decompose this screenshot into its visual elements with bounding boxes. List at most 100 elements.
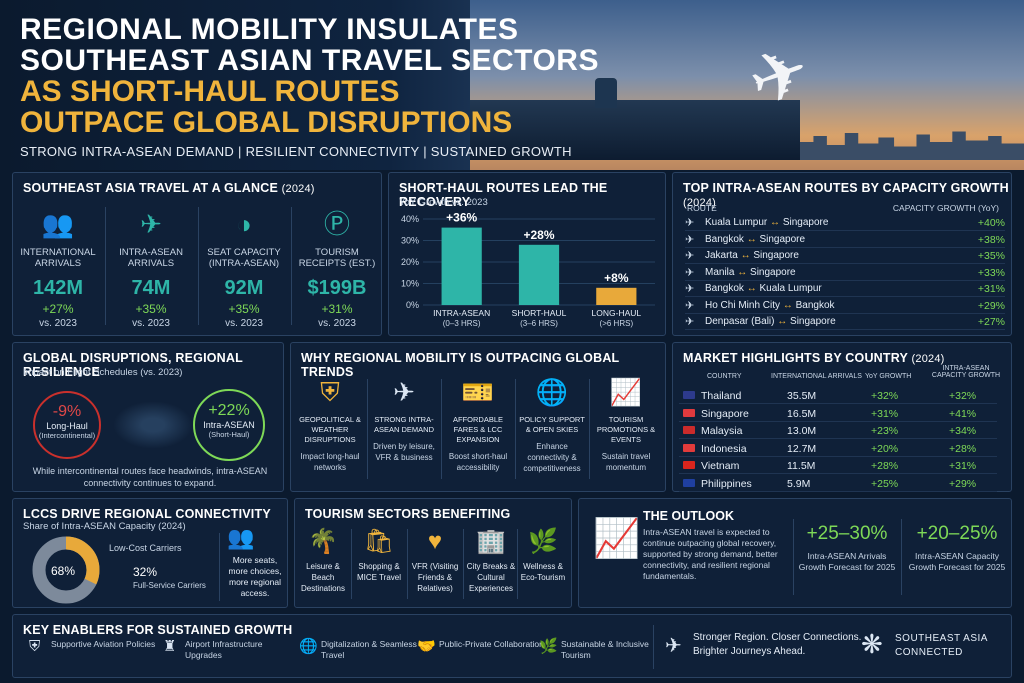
- glance-panel: SOUTHEAST ASIA TRAVEL AT A GLANCE (2024)…: [12, 172, 382, 336]
- market-row: Malaysia 13.0M +23% +34%: [679, 422, 997, 439]
- lcc-subtitle: Share of Intra-ASEAN Capacity (2024): [23, 521, 186, 532]
- enabler-label: Public-Private Collaboration: [439, 639, 544, 649]
- plane-icon: ✈: [685, 217, 695, 229]
- two-way-arrow-icon: ↔: [770, 217, 781, 228]
- stat-label: INTERNATIONAL ARRIVALS: [20, 247, 96, 269]
- handshake-icon: 🤝: [417, 638, 436, 655]
- flag-icon: [683, 443, 695, 452]
- country-arrivals: 35.5M: [787, 390, 817, 402]
- route-name: Denpasar (Bali) ↔ Singapore: [705, 316, 836, 327]
- x-tick-label: INTRA-ASEAN: [433, 308, 490, 318]
- market-col-arrivals: INTERNATIONAL ARRIVALS: [771, 373, 862, 380]
- brand-logo-icon: ❋: [861, 629, 883, 659]
- forecast-value: +25–30%: [806, 523, 888, 544]
- globe-icon: 🌐: [535, 377, 569, 407]
- why-item-title: STRONG INTRA-ASEAN DEMAND: [373, 415, 434, 434]
- disruptions-panel: GLOBAL DISRUPTIONS, REGIONAL RESILIENCE …: [12, 342, 284, 492]
- divider: [407, 529, 408, 599]
- bar-chart: 0% 10% 20% 30% 40% +36% INTRA-ASEAN(0–3 HRS) +2…: [401, 211, 655, 328]
- y-tick-label: 0%: [406, 300, 419, 310]
- stat-vs: vs. 2023: [39, 318, 77, 329]
- country-capacity-growth: +32%: [949, 390, 977, 402]
- x-tick-sublabel: (3–6 HRS): [520, 319, 558, 328]
- y-tick-label: 10%: [401, 279, 419, 289]
- control-tower-image: [595, 78, 617, 108]
- divider: [441, 379, 442, 479]
- enablers-tagline: Stronger Region. Closer Connections. Bri…: [693, 632, 862, 657]
- country-name: Indonesia: [683, 443, 747, 455]
- stat-growth: +31%: [321, 302, 353, 316]
- headline-white: REGIONAL MOBILITY INSULATES SOUTHEAST AS…: [20, 14, 599, 76]
- country-name: Philippines: [683, 478, 752, 490]
- lcc-share-value: 68%: [51, 564, 76, 578]
- route-growth: +35%: [977, 250, 1005, 262]
- enabler-label: Supportive Aviation Policies: [51, 639, 156, 649]
- country-arrivals: 5.9M: [787, 477, 811, 490]
- divider: [793, 519, 794, 595]
- enablers-panel: KEY ENABLERS FOR SUSTAINED GROWTH ⛨ Supp…: [12, 614, 1012, 678]
- why-item-desc: Boost short-haul accessibility: [448, 452, 508, 472]
- disruptions-title: GLOBAL DISRUPTIONS, REGIONAL RESILIENCE: [23, 351, 243, 379]
- dollar-icon: Ⓟ: [323, 209, 350, 239]
- intra-asean-label: Intra-ASEAN: [203, 420, 255, 430]
- airplane-icon: ✈: [140, 209, 162, 239]
- ticket-icon: 🎫: [461, 377, 495, 407]
- two-way-arrow-icon: ↔: [746, 233, 757, 245]
- forecast-label: Intra-ASEAN Arrivals Growth Forecast for…: [798, 551, 896, 572]
- intra-asean-sub: (Short-Haul): [208, 430, 250, 439]
- country-yoy: +32%: [871, 390, 899, 402]
- stat-vs: vs. 2023: [132, 318, 170, 329]
- airport-terminal-image: [470, 100, 800, 160]
- market-panel: MARKET HIGHLIGHTS BY COUNTRY (2024) COUN…: [672, 342, 1012, 492]
- market-row: Singapore 16.5M +31% +41%: [679, 405, 997, 422]
- divider: [515, 379, 516, 479]
- sectors-title: TOURISM SECTORS BENEFITING: [305, 507, 511, 521]
- why-item-title: AFFORDABLE FARES & LCC EXPANSION: [452, 415, 503, 444]
- lcc-slice: [32, 536, 100, 604]
- why-item-title: POLICY SUPPORT & OPEN SKIES: [519, 415, 585, 434]
- chart-title: SHORT-HAUL ROUTES LEAD THE RECOVERY: [399, 181, 608, 209]
- country-yoy: +20%: [871, 442, 899, 455]
- sector-label: Leisure & Beach Destinations: [300, 562, 346, 593]
- country-capacity-growth: +34%: [949, 425, 977, 437]
- route-growth: +29%: [977, 299, 1005, 312]
- bar: [518, 244, 560, 305]
- divider: [351, 529, 352, 599]
- divider: [367, 379, 368, 479]
- stat-growth: +35%: [228, 302, 260, 316]
- divider: [589, 379, 590, 479]
- stat-label: INTRA-ASEAN ARRIVALS: [119, 247, 183, 269]
- enablers-title: KEY ENABLERS FOR SUSTAINED GROWTH: [23, 623, 293, 637]
- intra-asean-value: +22%: [208, 402, 250, 419]
- stat-growth: +35%: [135, 302, 167, 316]
- stat-label: SEAT CAPACITY (INTRA-ASEAN): [207, 247, 281, 269]
- x-tick-sublabel: (0–3 HRS): [443, 319, 481, 328]
- country-capacity-growth: +29%: [949, 477, 977, 490]
- routes-panel: TOP INTRA-ASEAN ROUTES BY CAPACITY GROWT…: [672, 172, 1012, 336]
- longhaul-label: Long-Haul: [46, 421, 88, 431]
- country-arrivals: 16.5M: [787, 407, 817, 420]
- stat-intra-asean-arrivals: ✈ INTRA-ASEAN ARRIVALS 74M +35% vs. 2023: [106, 207, 196, 329]
- stat-value: 74M: [131, 277, 171, 299]
- shorthaul-panel: SHORT-HAUL ROUTES LEAD THE RECOVERY YoY …: [388, 172, 666, 336]
- routes-col-growth: CAPACITY GROWTH (YoY): [892, 203, 999, 213]
- plane-icon: ✈: [685, 233, 695, 246]
- divider: [291, 207, 292, 325]
- market-row: Philippines 5.9M +25% +29%: [679, 475, 997, 492]
- divider: [219, 533, 220, 601]
- route-name: Jakarta ↔ Singapore: [705, 250, 799, 261]
- headline-gold: AS SHORT-HAUL ROUTES OUTPACE GLOBAL DISR…: [20, 76, 512, 138]
- sector-label: Shopping & MICE Travel: [356, 562, 401, 582]
- route-name: Kuala Lumpur ↔ Singapore: [705, 217, 829, 228]
- digital-globe-icon: 🌐: [299, 638, 318, 655]
- two-way-arrow-icon: ↔: [737, 266, 748, 278]
- sectors-panel: TOURISM SECTORS BENEFITING 🌴 Leisure & B…: [294, 498, 572, 608]
- route-growth: +27%: [977, 316, 1005, 328]
- divider: [463, 529, 464, 599]
- stat-growth: +27%: [42, 302, 74, 316]
- longhaul-sub: (Intercontinental): [38, 431, 96, 440]
- leaf-icon: 🌿: [539, 638, 558, 655]
- shield-check-icon: ⛨: [29, 638, 41, 655]
- route-growth: +40%: [977, 217, 1005, 229]
- sector-city: 🏢 City Breaks & Cultural Experiences: [463, 527, 519, 594]
